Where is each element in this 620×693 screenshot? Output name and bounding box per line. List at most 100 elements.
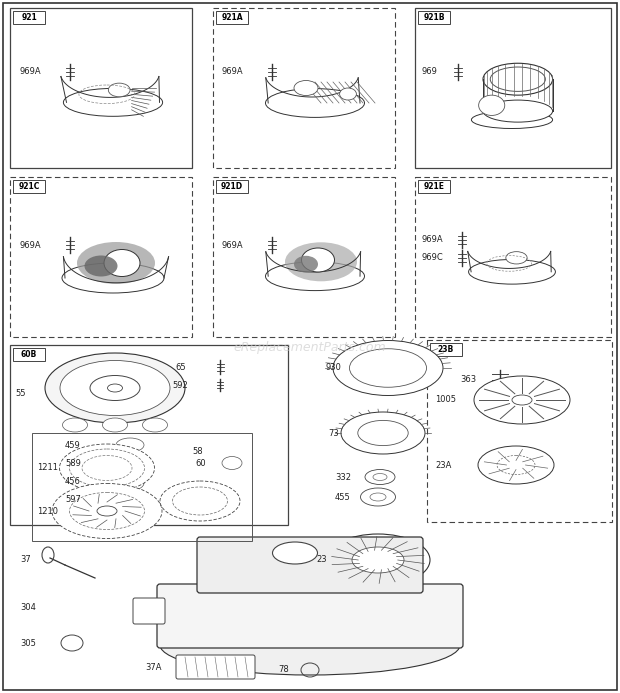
Text: 23A: 23A <box>435 461 451 469</box>
Bar <box>418 11 450 24</box>
Ellipse shape <box>107 384 123 392</box>
Ellipse shape <box>294 80 318 96</box>
Ellipse shape <box>160 615 460 675</box>
Ellipse shape <box>172 487 228 515</box>
Ellipse shape <box>333 340 443 396</box>
Ellipse shape <box>222 457 242 469</box>
Bar <box>430 343 462 356</box>
Text: 921B: 921B <box>423 13 445 22</box>
Ellipse shape <box>160 481 240 521</box>
Ellipse shape <box>469 259 556 284</box>
Text: 60B: 60B <box>21 350 37 359</box>
Text: 304: 304 <box>20 604 36 613</box>
Text: 60: 60 <box>195 459 206 468</box>
Text: 969A: 969A <box>20 67 42 76</box>
Ellipse shape <box>373 473 387 480</box>
Text: 921E: 921E <box>423 182 445 191</box>
Ellipse shape <box>265 262 365 290</box>
Ellipse shape <box>471 111 552 128</box>
Ellipse shape <box>490 67 546 91</box>
Ellipse shape <box>326 534 430 586</box>
Text: 456: 456 <box>65 477 81 486</box>
Ellipse shape <box>365 469 395 484</box>
Ellipse shape <box>265 89 365 117</box>
Ellipse shape <box>340 88 356 100</box>
Text: 969: 969 <box>422 67 438 76</box>
Text: 332: 332 <box>335 473 351 482</box>
Text: 592: 592 <box>172 380 188 389</box>
Ellipse shape <box>506 252 527 264</box>
Text: 921C: 921C <box>19 182 40 191</box>
Text: 37A: 37A <box>145 663 161 672</box>
Ellipse shape <box>116 438 144 452</box>
Ellipse shape <box>479 95 505 116</box>
Ellipse shape <box>273 542 317 564</box>
Ellipse shape <box>63 418 87 432</box>
Ellipse shape <box>45 353 185 423</box>
Ellipse shape <box>77 242 155 284</box>
Bar <box>427 340 612 522</box>
Bar <box>213 177 395 337</box>
Text: 73: 73 <box>328 428 339 437</box>
Ellipse shape <box>370 493 386 501</box>
Bar <box>418 180 450 193</box>
Bar <box>10 177 192 337</box>
Text: 459: 459 <box>65 441 81 450</box>
Ellipse shape <box>90 376 140 401</box>
Text: 969A: 969A <box>222 240 244 249</box>
Ellipse shape <box>60 444 154 492</box>
Text: 921: 921 <box>21 13 37 22</box>
Text: 1211: 1211 <box>37 464 58 473</box>
Ellipse shape <box>512 395 532 405</box>
Text: 1210: 1210 <box>37 507 58 516</box>
Ellipse shape <box>350 349 427 387</box>
Ellipse shape <box>82 455 132 480</box>
Text: 597: 597 <box>65 495 81 504</box>
Ellipse shape <box>360 488 396 506</box>
Bar <box>216 11 248 24</box>
Text: eReplacementParts.com: eReplacementParts.com <box>234 342 386 355</box>
Text: 969A: 969A <box>20 240 42 249</box>
Bar <box>10 345 288 525</box>
Ellipse shape <box>483 63 552 95</box>
Ellipse shape <box>285 243 357 281</box>
Text: 23B: 23B <box>438 345 454 354</box>
Text: 37: 37 <box>20 556 31 565</box>
Bar <box>32 433 252 541</box>
Text: 921A: 921A <box>221 13 243 22</box>
Ellipse shape <box>104 249 140 277</box>
FancyBboxPatch shape <box>197 537 423 593</box>
Ellipse shape <box>108 83 130 97</box>
Text: 589: 589 <box>65 459 81 468</box>
Bar <box>415 177 611 337</box>
Text: 969A: 969A <box>422 236 444 245</box>
Text: 65: 65 <box>175 362 185 371</box>
Ellipse shape <box>117 457 139 469</box>
Ellipse shape <box>63 89 162 116</box>
FancyBboxPatch shape <box>157 584 463 648</box>
Text: 969C: 969C <box>422 254 444 263</box>
Bar <box>415 8 611 168</box>
Ellipse shape <box>478 446 554 484</box>
Text: 930: 930 <box>325 364 341 373</box>
Ellipse shape <box>52 484 162 538</box>
Ellipse shape <box>102 418 128 432</box>
Ellipse shape <box>294 256 318 272</box>
Ellipse shape <box>62 263 164 293</box>
Ellipse shape <box>358 421 408 446</box>
Ellipse shape <box>474 376 570 424</box>
Text: 58: 58 <box>192 446 203 455</box>
Ellipse shape <box>352 547 404 573</box>
Bar <box>216 180 248 193</box>
FancyBboxPatch shape <box>133 598 165 624</box>
Ellipse shape <box>60 360 170 416</box>
Ellipse shape <box>120 489 136 509</box>
Ellipse shape <box>143 418 167 432</box>
Text: 455: 455 <box>335 493 351 502</box>
Text: 1005: 1005 <box>435 396 456 405</box>
Ellipse shape <box>301 248 335 272</box>
Ellipse shape <box>69 449 144 487</box>
Text: 55: 55 <box>15 389 25 398</box>
FancyBboxPatch shape <box>176 655 255 679</box>
Bar <box>213 8 395 168</box>
